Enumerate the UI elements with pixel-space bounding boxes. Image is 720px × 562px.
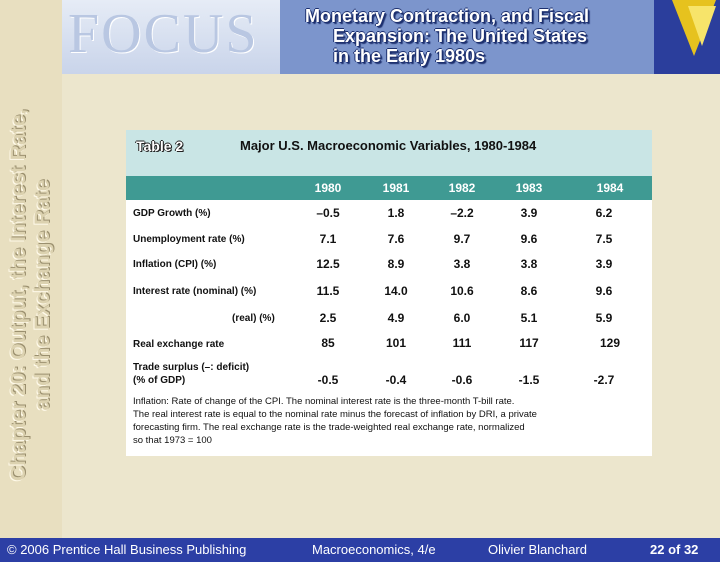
table-cell: 111 <box>452 336 472 350</box>
table-cell: -0.5 <box>317 373 339 387</box>
sidebar <box>0 0 62 538</box>
table-cell: 8.9 <box>387 257 405 271</box>
year-header: 1984 <box>596 181 624 195</box>
table-cell: 11.5 <box>316 284 340 298</box>
table-cell: –0.5 <box>316 206 340 220</box>
table-cell: 10.6 <box>450 284 474 298</box>
table-footnote: Inflation: Rate of change of the CPI. Th… <box>133 395 647 447</box>
row-label-inflation: Inflation (CPI) (%) <box>133 259 217 270</box>
corner-decoration <box>654 0 720 74</box>
table-cell: 1.8 <box>387 206 405 220</box>
row-label-interest-real: (real) (%) <box>232 313 275 324</box>
year-header: 1980 <box>314 181 342 195</box>
table-cell: 7.1 <box>319 232 337 246</box>
footnote-line: forecasting firm. The real exchange rate… <box>133 422 525 433</box>
row-label-gdp-growth: GDP Growth (%) <box>133 208 211 219</box>
year-header: 1983 <box>515 181 543 195</box>
row-label-trade-surplus: Trade surplus (–: deficit) <box>133 362 250 373</box>
table-cell: 3.9 <box>595 257 613 271</box>
footer-book: Macroeconomics, 4/e <box>312 542 436 557</box>
table-cell: 7.6 <box>387 232 405 246</box>
table-cell: –2.2 <box>450 206 474 220</box>
footnote-line: so that 1973 = 100 <box>133 435 212 446</box>
table-cell: 4.9 <box>387 311 405 325</box>
row-label-interest-nominal: Interest rate (nominal) (%) <box>133 286 257 297</box>
table-cell: 8.6 <box>520 284 538 298</box>
data-table: Table 2 Major U.S. Macroeconomic Variabl… <box>126 130 652 456</box>
row-label-unemployment: Unemployment rate (%) <box>133 234 245 245</box>
table-cell: 129 <box>599 336 621 350</box>
table-cell: 3.8 <box>520 257 538 271</box>
footnote-line: Inflation: Rate of change of the CPI. Th… <box>133 396 515 407</box>
chapter-line-2: and the Exchange Rate <box>31 179 54 411</box>
row-label-real-exchange-rate: Real exchange rate <box>133 339 225 350</box>
table-cell: 9.6 <box>595 284 613 298</box>
footer-author: Olivier Blanchard <box>488 542 587 557</box>
table-cell: 3.9 <box>520 206 538 220</box>
footer-copyright: © 2006 Prentice Hall Business Publishing <box>7 542 247 557</box>
table-cell: 14.0 <box>384 284 408 298</box>
footer-page-number: 22 of 32 <box>650 542 699 557</box>
table-cell: -2.7 <box>593 373 615 387</box>
table-cell: 9.7 <box>453 232 471 246</box>
chapter-line-1: Chapter 20: Output, the Interest Rate, <box>7 108 30 482</box>
table-cell: 6.0 <box>453 311 471 325</box>
table-cell: -0.6 <box>451 373 473 387</box>
table-label: Table 2 <box>136 138 184 154</box>
slide-title: Monetary Contraction, and Fiscal Expansi… <box>305 6 650 66</box>
table-cell: -1.5 <box>518 373 540 387</box>
slide-title-line-3: in the Early 1980s <box>333 46 486 66</box>
table-cell: 12.5 <box>316 257 340 271</box>
table-cell: -0.4 <box>385 373 407 387</box>
table-header <box>126 130 652 176</box>
footnote-line: The real interest rate is equal to the n… <box>133 409 537 420</box>
table-title: Major U.S. Macroeconomic Variables, 1980… <box>240 138 537 153</box>
table-cell: 6.2 <box>595 206 613 220</box>
table-cell: 2.5 <box>319 311 337 325</box>
year-header-row <box>126 176 652 200</box>
year-header: 1982 <box>448 181 476 195</box>
table-cell: 3.8 <box>453 257 471 271</box>
year-header: 1981 <box>382 181 410 195</box>
slide-title-line-1: Monetary Contraction, and Fiscal <box>305 6 590 26</box>
table-cell: 101 <box>385 336 407 350</box>
table-cell: 9.6 <box>520 232 538 246</box>
table-cell: 5.9 <box>595 311 613 325</box>
table-cell: 7.5 <box>595 232 613 246</box>
focus-logo: FOCUS <box>62 0 280 74</box>
chapter-title-vertical: Chapter 20: Output, the Interest Rate, a… <box>0 0 62 538</box>
table-cell: 85 <box>321 336 335 350</box>
table-cell: 117 <box>519 336 539 350</box>
row-label-trade-surplus-unit: (% of GDP) <box>133 375 186 386</box>
focus-logo-text: FOCUS <box>68 3 259 65</box>
footer: © 2006 Prentice Hall Business Publishing… <box>0 538 720 562</box>
slide-title-line-2: Expansion: The United States <box>333 26 588 46</box>
table-cell: 5.1 <box>520 311 538 325</box>
